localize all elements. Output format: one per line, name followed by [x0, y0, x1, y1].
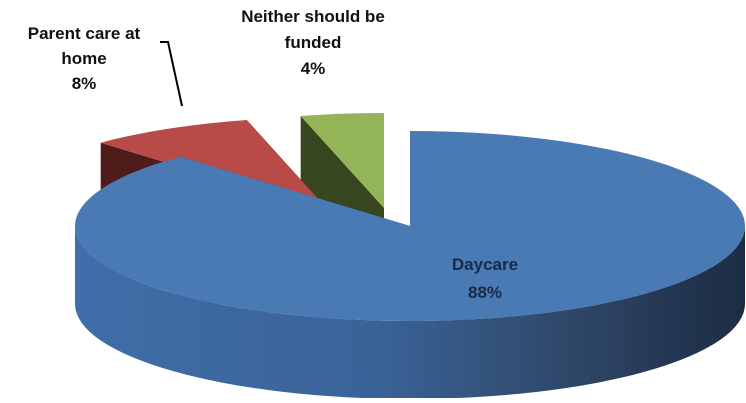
data-label-name: home — [61, 49, 106, 68]
leader-line-parent-care — [160, 41, 183, 107]
data-label-daycare: Daycare 88% — [452, 255, 518, 302]
labels-layer: Daycare 88% Parent care at home 8% Neither sh… — [28, 7, 518, 302]
data-label-parent-care-at-home: Parent care at home 8% — [28, 24, 141, 93]
data-label-value: 88% — [468, 283, 502, 302]
slices-layer — [75, 113, 746, 399]
data-label-value: 4% — [301, 59, 326, 78]
data-label-value: 8% — [72, 74, 97, 93]
pie-slice-neither-should-be-funded — [300, 113, 384, 208]
data-label-name: Parent care at — [28, 24, 141, 43]
pie-slice-daycare — [75, 131, 746, 321]
data-label-neither-should-be-funded: Neither should be funded 4% — [241, 7, 385, 78]
data-label-name: Daycare — [452, 255, 518, 274]
data-label-name: funded — [285, 33, 342, 52]
data-label-name: Neither should be — [241, 7, 385, 26]
daycare-side — [75, 226, 745, 399]
